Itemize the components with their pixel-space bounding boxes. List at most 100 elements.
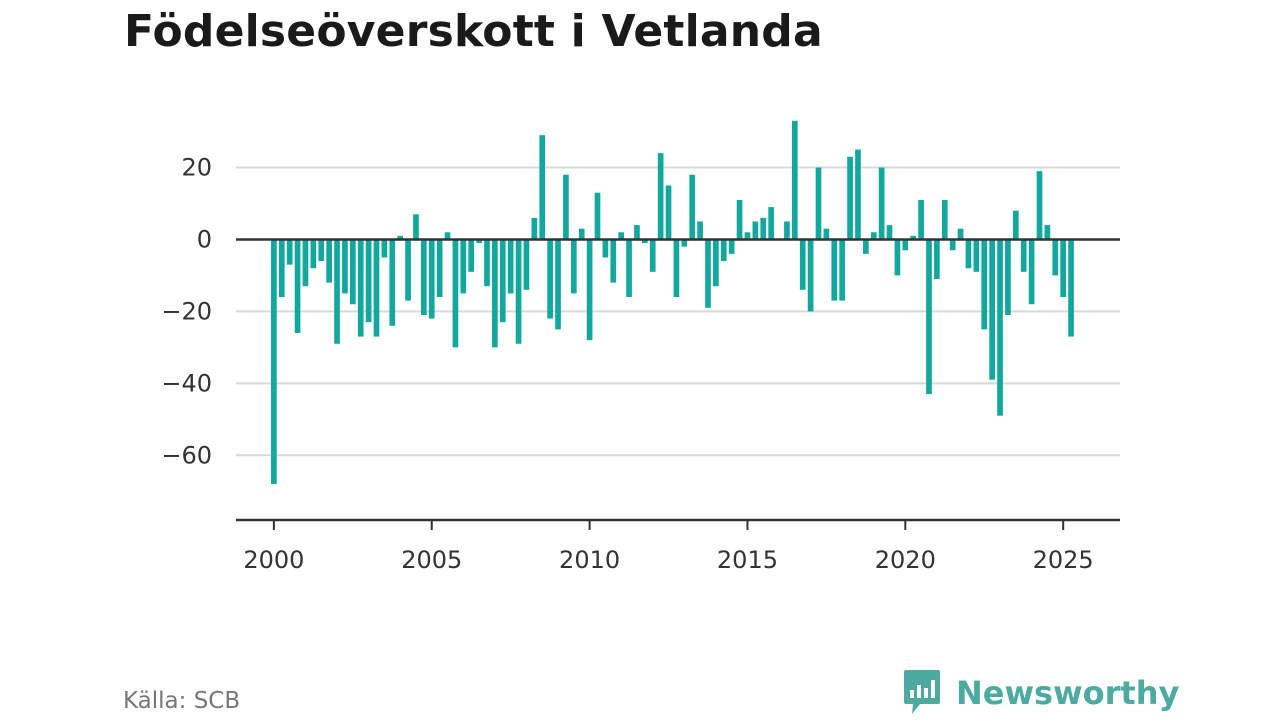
bar	[444, 232, 451, 240]
bar	[934, 239, 940, 280]
bar	[926, 239, 932, 395]
source-note: Källa: SCB	[123, 688, 241, 714]
bar	[981, 239, 988, 330]
bar	[484, 239, 490, 287]
bar	[894, 239, 901, 276]
chart-title: Födelseöverskott i Vetlanda	[124, 6, 823, 57]
y-tick-label: −40	[161, 369, 212, 397]
bar	[713, 239, 719, 287]
x-tick-label: 2010	[559, 546, 620, 574]
bar	[318, 239, 325, 262]
bar	[839, 239, 846, 301]
x-tick-label: 2020	[875, 546, 936, 574]
bar	[752, 221, 759, 240]
bar	[847, 156, 853, 240]
bar	[760, 217, 767, 240]
bar	[610, 239, 617, 283]
bar	[697, 221, 703, 240]
bar	[989, 239, 995, 380]
bar	[863, 239, 869, 254]
bar	[1052, 239, 1059, 276]
bar	[823, 228, 830, 240]
bar	[373, 239, 380, 337]
brand-logo[interactable]: Newsworthy	[902, 668, 1179, 718]
bar	[705, 239, 711, 308]
bar	[997, 239, 1003, 416]
bar	[965, 239, 972, 269]
bar	[428, 239, 435, 319]
bar	[436, 239, 443, 298]
bar	[499, 239, 506, 323]
bar	[507, 239, 514, 294]
y-tick-label: −60	[161, 441, 212, 469]
bar	[736, 199, 743, 240]
bar	[886, 225, 893, 240]
x-tick-label: 2025	[1033, 546, 1094, 574]
bar	[547, 239, 553, 319]
bar	[673, 239, 680, 298]
bar	[555, 239, 561, 330]
bar	[831, 239, 838, 301]
bar	[973, 239, 980, 272]
bar	[665, 185, 672, 240]
bar	[421, 239, 427, 315]
bar	[342, 239, 348, 294]
bar	[531, 217, 538, 240]
bar	[278, 239, 285, 298]
bar	[326, 239, 332, 283]
bar	[949, 239, 956, 251]
bar	[807, 239, 814, 312]
bar	[389, 239, 396, 326]
bar	[1036, 171, 1043, 240]
brand-name: Newsworthy	[956, 674, 1180, 712]
bar	[784, 221, 790, 240]
bar	[271, 239, 277, 485]
bar	[302, 239, 309, 287]
bar	[878, 167, 885, 240]
bar	[815, 167, 822, 240]
bar	[523, 239, 530, 290]
bar	[1028, 239, 1035, 305]
bar	[286, 239, 293, 265]
y-axis-ticks: 20 0 −20 −40 −60	[161, 154, 212, 470]
bar	[626, 239, 632, 298]
newsworthy-logo-icon	[902, 666, 942, 720]
x-tick-label: 2000	[243, 546, 304, 574]
grid-lines	[236, 166, 1120, 457]
y-tick-label: 0	[197, 225, 212, 253]
bar	[1044, 225, 1051, 240]
bar	[586, 239, 593, 341]
bar	[902, 239, 909, 251]
bar	[720, 239, 727, 262]
bar	[799, 239, 806, 290]
y-tick-label: 20	[181, 154, 212, 182]
bar	[768, 207, 774, 240]
bar	[791, 120, 798, 240]
bar	[452, 239, 459, 348]
bar	[515, 239, 522, 344]
x-tick-label: 2015	[717, 546, 778, 574]
bar	[689, 174, 696, 240]
bar	[918, 199, 924, 240]
x-axis-ticks: 2000 2005 2010 2015 2020 2025	[243, 520, 1094, 574]
bar	[1012, 210, 1019, 240]
bar	[941, 199, 948, 240]
bar	[310, 239, 317, 269]
bar	[1068, 239, 1074, 337]
bar	[744, 232, 751, 240]
bar	[855, 149, 861, 240]
y-tick-label: −20	[161, 297, 212, 325]
bar	[539, 135, 546, 240]
bar	[594, 192, 601, 240]
bar	[642, 239, 648, 244]
bars	[271, 120, 1074, 485]
bar	[334, 239, 340, 344]
bar	[957, 228, 964, 240]
bar	[870, 232, 877, 240]
bar	[634, 225, 640, 240]
bar	[381, 239, 388, 258]
bar	[413, 214, 419, 240]
bar	[1020, 239, 1027, 272]
bar	[910, 235, 917, 240]
